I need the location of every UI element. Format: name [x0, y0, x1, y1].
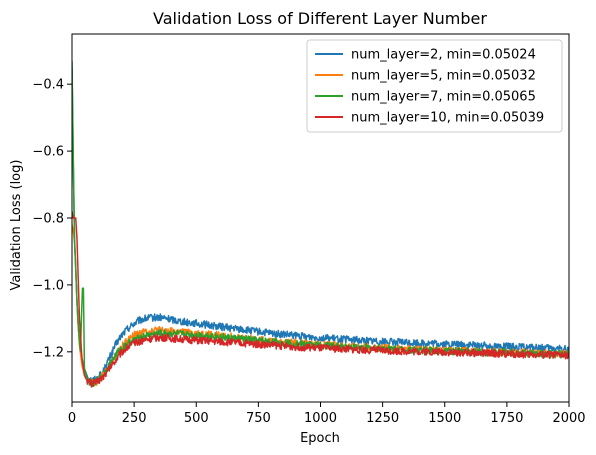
y-tick-label: −1.2: [32, 345, 64, 360]
legend-label: num_layer=2, min=0.05024: [351, 48, 536, 63]
y-axis: −1.2 −1.0 −0.8 −0.6 −0.4: [32, 78, 72, 360]
series-line-1: [72, 60, 569, 384]
x-tick-label: 500: [184, 411, 209, 426]
y-tick-label: −1.0: [32, 278, 64, 293]
x-tick-label: 2000: [552, 411, 585, 426]
x-tick-label: 1500: [428, 411, 461, 426]
y-axis-title: Validation Loss (log): [9, 160, 24, 291]
legend-label: num_layer=7, min=0.05065: [351, 90, 536, 105]
legend-box: [306, 39, 563, 133]
x-tick-label: 250: [122, 411, 147, 426]
series-line-4: [72, 211, 569, 388]
x-axis-title: Epoch: [300, 431, 340, 446]
x-tick-label: 1750: [490, 411, 523, 426]
x-tick-label: 750: [246, 411, 271, 426]
series-layer: [72, 60, 569, 388]
y-tick-label: −0.8: [32, 212, 64, 227]
y-tick-label: −0.6: [32, 145, 64, 160]
x-tick-label: 1250: [366, 411, 399, 426]
series-line-2: [72, 224, 569, 388]
x-tick-label: 1000: [304, 411, 337, 426]
x-tick-label: 0: [68, 411, 76, 426]
y-tick-label: −0.4: [32, 78, 64, 93]
legend-label: num_layer=10, min=0.05039: [351, 111, 544, 126]
chart-title: Validation Loss of Different Layer Numbe…: [153, 9, 487, 28]
legend-label: num_layer=5, min=0.05032: [351, 69, 536, 84]
legend: num_layer=2, min=0.05024 num_layer=5, min…: [306, 39, 563, 133]
x-axis: 0 250 500 750 1000 1250 1500 1750 2000: [68, 402, 586, 426]
